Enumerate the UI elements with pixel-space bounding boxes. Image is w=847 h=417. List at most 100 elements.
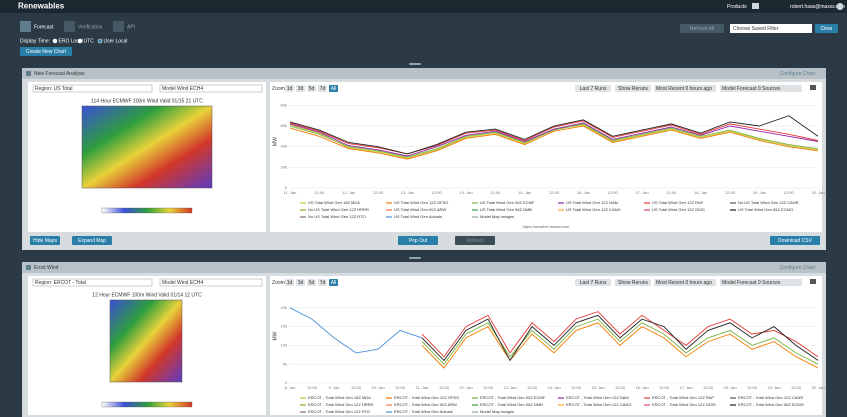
top-bar [0, 0, 847, 13]
legend-entry[interactable]: US Total Wind Gen 00Z ECMF [480, 200, 535, 205]
zoom-button-label: 5d [309, 86, 315, 92]
region-select[interactable] [32, 278, 153, 287]
y-tick-label: 40k [281, 144, 287, 149]
panel-header [22, 68, 826, 79]
panel-button[interactable] [72, 236, 112, 245]
legend-entry[interactable]: Model Map Images [480, 214, 514, 219]
zoom-button[interactable] [318, 279, 327, 286]
zoom-button[interactable] [285, 279, 294, 286]
y-tick-label: 10k [281, 342, 287, 347]
tab-icon[interactable] [113, 21, 124, 32]
time-radio[interactable] [52, 38, 58, 44]
clear-button[interactable] [815, 24, 838, 33]
saved-filter-text: Choose Saved Filter [733, 26, 779, 32]
legend-entry[interactable]: ERCOT - Total Wind Gen 06Z ECMO [738, 402, 804, 407]
time-radio[interactable] [97, 38, 103, 44]
tab[interactable]: Verification [78, 24, 103, 30]
refresh-all-button[interactable] [680, 24, 724, 33]
x-tick-label: 16. Jan [635, 385, 648, 390]
legend-entry[interactable]: ERCOT - Total Wind Gen 12Z CANG [566, 402, 631, 407]
legend-entry[interactable]: ERCOT - Total Wind Gen 12Z NAM [566, 395, 629, 400]
zoom-button[interactable] [307, 85, 316, 92]
legend-entry[interactable]: Model Map Images [480, 409, 514, 414]
chart-menu[interactable] [810, 279, 816, 284]
series-line [289, 125, 819, 160]
x-tick-label: 17. Jan [679, 385, 692, 390]
legend-entry[interactable]: No US Total Wind Gen 12Z HRRR [308, 207, 369, 212]
legend-entry[interactable]: ERCOT - Total Wind Gen 12Z RTO [308, 409, 370, 414]
time-option: User Local [104, 38, 128, 44]
clear-button-label: Clear [821, 26, 833, 32]
collapse-icon[interactable] [26, 265, 31, 270]
legend-entry[interactable]: ERCOT - Total Wind Gen 00Z ARW [394, 402, 457, 407]
last-runs-button[interactable] [575, 85, 611, 92]
time-radio[interactable] [77, 38, 83, 44]
legend-entry[interactable]: ERCOT - Total Wind Gen 12Z HRRR [308, 402, 374, 407]
legend-entry[interactable]: ERCOT - Total Wind Gen 12Z CANR [738, 395, 803, 400]
zoom-button-label: All [331, 280, 337, 286]
configure-chart[interactable]: Configure Chart [780, 265, 816, 271]
panel-button[interactable] [770, 236, 820, 245]
products-menu[interactable]: Products [727, 4, 747, 10]
model-select[interactable] [159, 84, 263, 93]
menu-icon[interactable] [752, 3, 759, 9]
zoom-button[interactable] [285, 85, 294, 92]
legend-entry[interactable]: US Total Wind Gen 12Z RAP [652, 200, 704, 205]
legend-entry[interactable]: ERCOT - Total Wind Gen Actuals [394, 409, 453, 414]
recent-select[interactable] [654, 85, 716, 92]
legend-entry[interactable]: US Total Wind Gen Actuals [394, 214, 442, 219]
zoom-button[interactable] [318, 85, 327, 92]
zoom-button[interactable] [307, 279, 316, 286]
legend-entry[interactable]: US Total Wind Gen 06Z ECMO [738, 207, 793, 212]
zoom-button-label: 5d [309, 280, 315, 286]
tab-icon[interactable] [64, 21, 75, 32]
sources-select[interactable] [720, 279, 802, 286]
chart-box [270, 82, 822, 232]
legend-entry[interactable]: US Total Wind Gen 18Z MDA [308, 200, 360, 205]
saved-filter-select[interactable] [730, 24, 812, 33]
last-runs-button[interactable] [575, 279, 611, 286]
legend-entry[interactable]: ERCOT - Total Wind Gen 00Z ECMF [480, 395, 546, 400]
legend-entry[interactable]: ERCOT - Total Wind Gen 12Z GFSO [394, 395, 459, 400]
legend-entry[interactable]: US Total Wind Gen 12Z GFSO [394, 200, 448, 205]
legend-entry[interactable]: US Total Wind Gen 12Z NAM [566, 200, 618, 205]
legend-entry[interactable]: US Total Wind Gen 06Z NMB [480, 207, 532, 212]
panel-button[interactable] [30, 236, 60, 245]
x-tick-label: 12:00 [314, 190, 325, 195]
configure-chart[interactable]: Configure Chart [780, 71, 816, 77]
recent-text: Most Recent 0 hours ago [656, 86, 712, 92]
legend-entry[interactable]: ERCOT - Total Wind Gen 06Z NMB [480, 402, 543, 407]
x-tick-label: 12:00 [784, 190, 795, 195]
panel-button[interactable] [455, 236, 495, 245]
x-tick-label: 12:00 [725, 190, 736, 195]
user-icon[interactable] [836, 3, 844, 10]
legend-entry[interactable]: US Total Wind Gen 12Z GDIS [652, 207, 705, 212]
zoom-button[interactable] [296, 85, 305, 92]
chart-menu[interactable] [810, 85, 816, 90]
time-option: ERO Local [59, 38, 83, 44]
legend-entry[interactable]: ERCOT - Total Wind Gen 18Z MDA [308, 395, 371, 400]
legend-entry[interactable]: No US Total Wind Gen 12Z CANR [738, 200, 799, 205]
create-chart-button[interactable] [20, 47, 72, 56]
legend-entry[interactable]: US Total Wind Gen 12Z CANG [566, 207, 621, 212]
recent-select[interactable] [654, 279, 716, 286]
legend-entry[interactable]: US Total Wind Gen 00Z ARW [394, 207, 446, 212]
collapse-icon[interactable] [26, 71, 31, 76]
zoom-button[interactable] [329, 85, 338, 92]
zoom-button[interactable] [329, 279, 338, 286]
legend-entry[interactable]: ERCOT - Total Wind Gen 12Z GDIS [652, 402, 716, 407]
model-select[interactable] [159, 278, 263, 287]
tab[interactable]: Forecast [34, 24, 54, 30]
y-axis-label: MW [272, 137, 278, 146]
sources-select[interactable] [720, 85, 802, 92]
show-reruns-button[interactable] [615, 279, 651, 286]
region-select[interactable] [32, 84, 153, 93]
legend-entry[interactable]: No US Total Wind Gen 12Z RTO [308, 214, 366, 219]
zoom-button[interactable] [296, 279, 305, 286]
show-reruns-button[interactable] [615, 85, 651, 92]
series-line [289, 120, 819, 155]
tab[interactable]: API [127, 24, 135, 30]
legend-entry[interactable]: ERCOT - Total Wind Gen 12Z RAP [652, 395, 714, 400]
panel-button[interactable] [398, 236, 438, 245]
tab-icon[interactable] [20, 21, 31, 32]
